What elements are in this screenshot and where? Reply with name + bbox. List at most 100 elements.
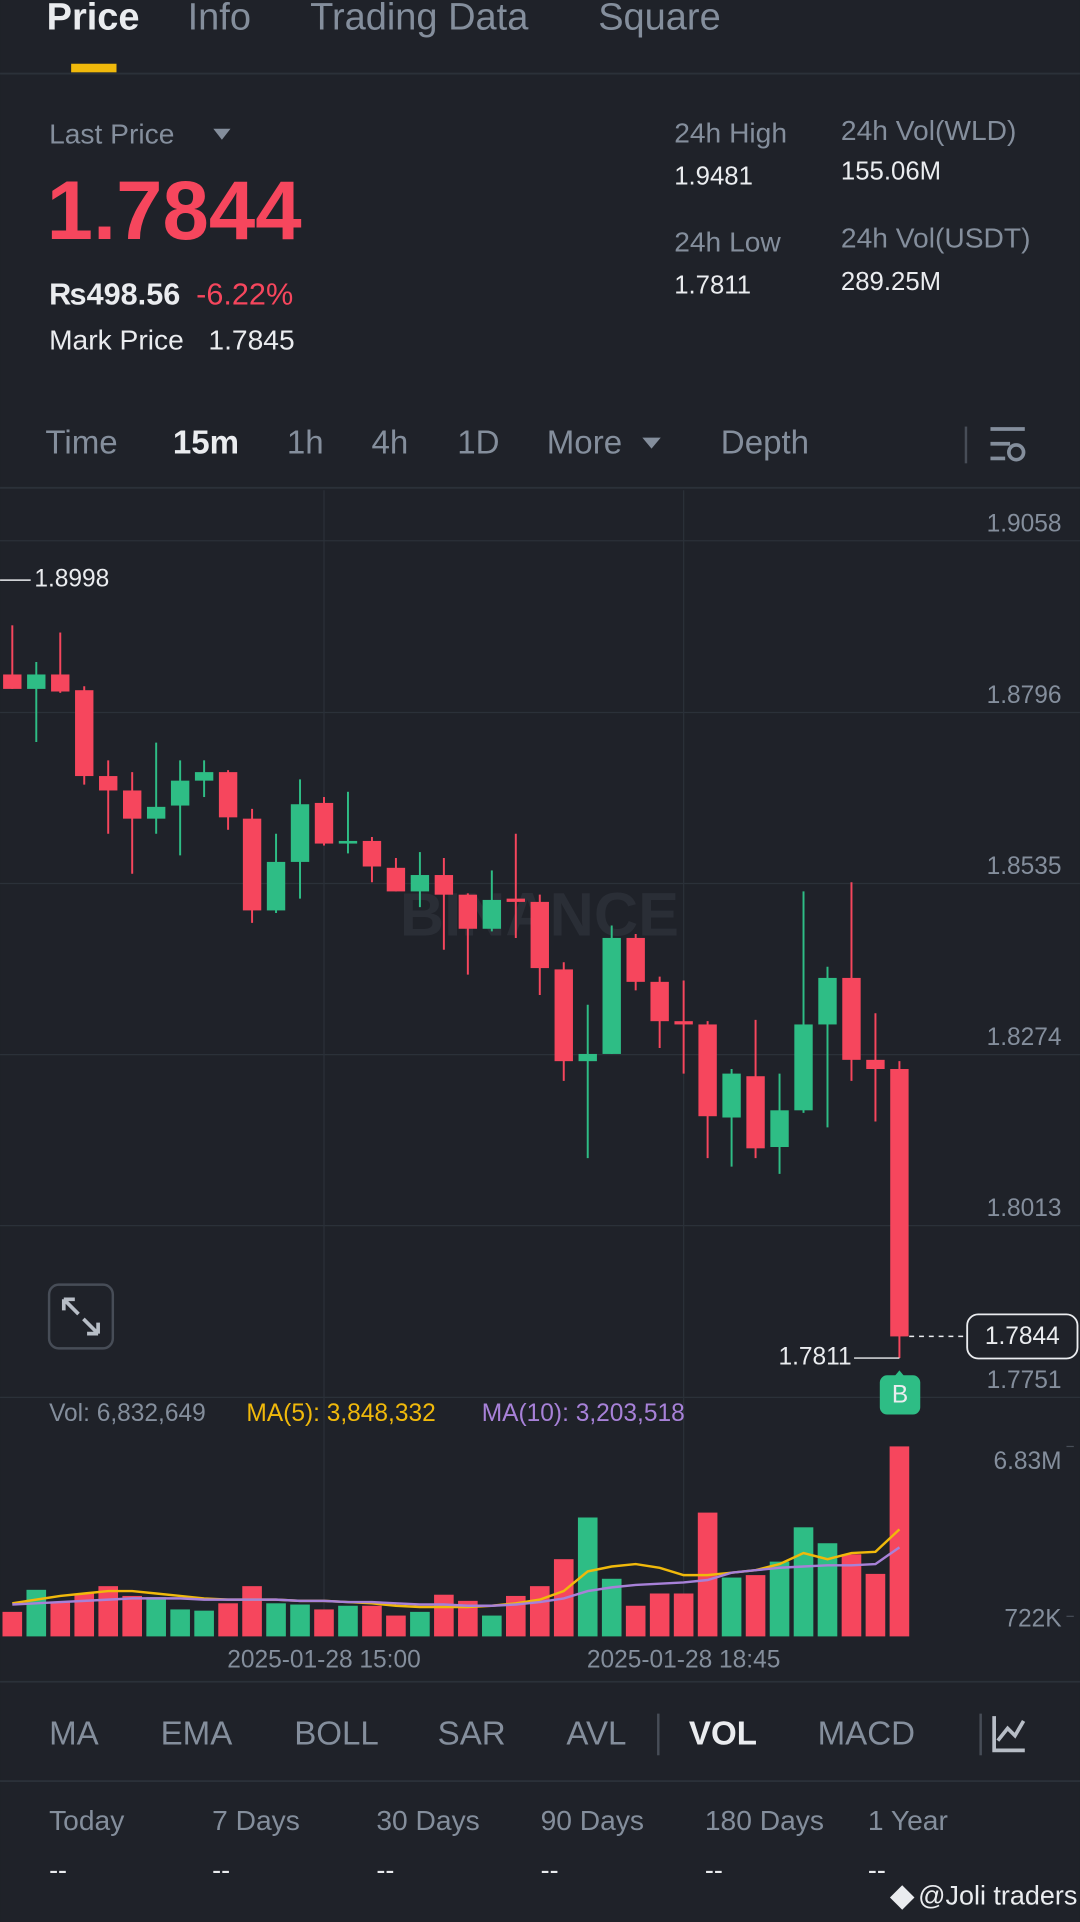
- candle-body: [266, 861, 286, 911]
- buy-marker-label: B: [892, 1382, 908, 1409]
- period-label: 90 Days: [541, 1804, 644, 1836]
- candle-body: [458, 894, 478, 929]
- dropdown-icon[interactable]: [213, 128, 231, 140]
- volume-bar: [26, 1589, 47, 1637]
- candle-body: [27, 674, 46, 689]
- volume-bar: [314, 1609, 334, 1637]
- period-value: --: [705, 1855, 723, 1885]
- candle-body: [482, 899, 502, 929]
- candle-body: [410, 875, 430, 892]
- candle-body: [338, 840, 358, 844]
- volume-bar: [194, 1610, 214, 1637]
- tab[interactable]: Price: [47, 0, 140, 39]
- interval-tab[interactable]: More: [547, 425, 622, 462]
- interval-tab[interactable]: 1h: [287, 425, 324, 462]
- stat-label: 24h High: [674, 116, 787, 148]
- credit: @Joli traders: [918, 1881, 1077, 1911]
- volume-bar: [50, 1602, 71, 1637]
- tab[interactable]: Square: [598, 0, 720, 39]
- volume-bar: [865, 1573, 886, 1637]
- candle-body: [51, 674, 70, 692]
- volume-bar: [74, 1593, 95, 1637]
- volume-tick-label: 6.83M: [993, 1448, 1061, 1475]
- indicator-tab[interactable]: MACD: [818, 1715, 915, 1752]
- indicator-tab[interactable]: EMA: [161, 1715, 233, 1752]
- period-value: --: [212, 1855, 230, 1885]
- volume-bar: [362, 1605, 382, 1637]
- stat-label: 24h Low: [674, 225, 781, 257]
- period-value: --: [541, 1855, 559, 1885]
- candle-body: [170, 780, 190, 806]
- dropdown-icon[interactable]: [642, 437, 661, 449]
- candle-body: [890, 1069, 909, 1337]
- stat-label: 24h Vol(USDT): [841, 222, 1031, 254]
- last-price-label: 1.7844: [985, 1323, 1060, 1350]
- mark-price: 1.7845: [208, 323, 294, 355]
- volume-bar: [721, 1577, 742, 1637]
- candle-body: [434, 875, 454, 895]
- interval-tab[interactable]: Time: [45, 425, 117, 462]
- stat-value: 1.7811: [674, 272, 751, 300]
- last-price-label[interactable]: Last Price: [49, 118, 174, 150]
- candle-body: [650, 981, 669, 1022]
- expand-button[interactable]: [47, 1283, 115, 1350]
- candle-body: [842, 977, 861, 1060]
- candle-body: [818, 977, 837, 1025]
- volume-bar: [577, 1517, 598, 1637]
- candle-body: [122, 790, 142, 819]
- volume-bar: [649, 1593, 670, 1637]
- y-tick-label: 1.7751: [987, 1367, 1062, 1394]
- candle-body: [218, 772, 238, 818]
- mark-price-label: Mark Price: [49, 323, 184, 355]
- indicator-tab[interactable]: MA: [49, 1715, 99, 1752]
- y-tick-label: 1.9058: [987, 510, 1062, 537]
- volume-bar: [841, 1554, 862, 1637]
- period-label: 1 Year: [868, 1804, 948, 1836]
- low-marker-label: 1.7811: [778, 1344, 851, 1371]
- volume-bar: [505, 1595, 526, 1637]
- chart-settings-icon[interactable]: [990, 427, 1026, 462]
- volume-bar: [410, 1611, 430, 1637]
- candle-body: [194, 772, 214, 781]
- candle-body: [866, 1059, 885, 1070]
- candle-body: [290, 804, 310, 862]
- tab[interactable]: Info: [188, 0, 251, 39]
- credit-icon: [889, 1885, 915, 1910]
- ma-line: [12, 1546, 901, 1607]
- x-tick-label: 2025-01-28 18:45: [587, 1646, 780, 1673]
- fiat-price: ₨498.56: [49, 278, 180, 312]
- indicator-tab[interactable]: BOLL: [294, 1715, 379, 1752]
- volume-bar: [482, 1615, 502, 1637]
- stat-label: 24h Vol(WLD): [841, 114, 1016, 146]
- volume-bar: [673, 1593, 694, 1637]
- indicator-tab[interactable]: SAR: [438, 1715, 506, 1752]
- candle-body: [362, 840, 382, 867]
- tab[interactable]: Trading Data: [310, 0, 529, 39]
- last-price-box: [966, 1313, 1079, 1360]
- buy-marker[interactable]: [879, 1375, 921, 1415]
- interval-tab[interactable]: Depth: [721, 425, 809, 462]
- indicator-tab[interactable]: AVL: [566, 1715, 626, 1752]
- candle-body: [746, 1076, 765, 1149]
- candle-body: [698, 1024, 717, 1117]
- volume-bar: [625, 1605, 646, 1637]
- candle-body: [386, 867, 406, 892]
- indicator-tab[interactable]: VOL: [689, 1715, 757, 1752]
- indicator-settings-icon[interactable]: [992, 1716, 1026, 1753]
- candle-body: [75, 690, 94, 777]
- interval-tab[interactable]: 4h: [371, 425, 408, 462]
- volume-bar: [769, 1561, 790, 1637]
- candle-body: [554, 969, 573, 1062]
- interval-tab[interactable]: 1D: [457, 425, 499, 462]
- candle-body: [794, 1024, 813, 1111]
- interval-tab[interactable]: 15m: [173, 425, 239, 462]
- candle-body: [626, 937, 645, 982]
- volume-bar: [386, 1615, 406, 1637]
- candle-body: [770, 1110, 789, 1148]
- candle-body: [602, 937, 621, 1054]
- y-tick-label: 1.8274: [987, 1024, 1062, 1051]
- volume-tick-label: 722K: [1004, 1605, 1062, 1632]
- candle-body: [242, 818, 262, 911]
- x-tick-label: 2025-01-28 15:00: [227, 1646, 420, 1673]
